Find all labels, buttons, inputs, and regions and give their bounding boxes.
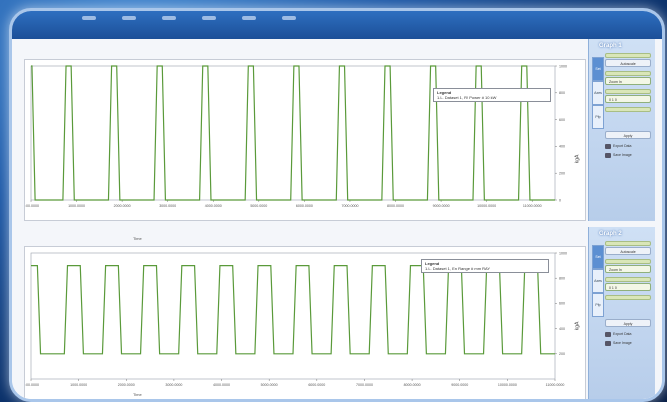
- legend-title: Legend: [425, 261, 440, 266]
- tab-axes[interactable]: Axes: [592, 81, 604, 105]
- x-tick-label: 10000.0000: [498, 383, 517, 387]
- x-tick-label: 2000.0000: [118, 383, 135, 387]
- series-line: [31, 265, 555, 355]
- y-tick-label: 400: [559, 145, 565, 149]
- apply-button[interactable]: Apply: [605, 131, 651, 139]
- series-line: [31, 65, 555, 201]
- range-input[interactable]: 0 1 0: [605, 283, 651, 291]
- disk-icon: [605, 143, 611, 149]
- control-header: [605, 259, 651, 264]
- export-data-button[interactable]: Export Data: [605, 331, 651, 338]
- x-tick-label: 0:00.0000: [25, 204, 39, 208]
- x-tick-label: 10000.0000: [477, 204, 496, 208]
- y-axis-label: kgA: [574, 154, 581, 164]
- apply-button[interactable]: Apply: [605, 319, 651, 327]
- tab-pfp[interactable]: Pfp: [592, 105, 604, 129]
- x-tick-label: 4000.0000: [205, 204, 222, 208]
- zoom-select[interactable]: Zoom In: [605, 77, 651, 85]
- tab-set[interactable]: Set: [592, 245, 604, 269]
- export-data-button[interactable]: Export Data: [605, 143, 651, 150]
- toolbar-indicator[interactable]: [282, 16, 296, 20]
- x-tick-label: 4000.0000: [213, 383, 230, 387]
- autoscale-button[interactable]: Autoscale: [605, 59, 651, 67]
- x-tick-label: 1000.0000: [70, 383, 87, 387]
- tab-set[interactable]: Set: [592, 57, 604, 81]
- tab-pfp[interactable]: Pfp: [592, 293, 604, 317]
- control-header: [605, 241, 651, 246]
- y-tick-label: 200: [559, 172, 565, 176]
- graph-1-legend[interactable]: Legend 1.L. Dataset 1, R! Power # 10 kW: [433, 88, 551, 102]
- save-label: Save Image: [613, 153, 632, 157]
- x-tick-label: 8000.0000: [387, 204, 404, 208]
- graph-2-title: Graph 2: [599, 231, 622, 237]
- x-axis-label: Time: [133, 236, 142, 241]
- graph-1-sidepanel: Graph 1 Set Axes Pfp Autoscale Zoom In 0…: [588, 39, 655, 221]
- graph-2-svg: 0:00.0000 1000.0000 2000.0000 3000.0000 4000…: [25, 251, 567, 387]
- y-axis-label: kgA: [574, 321, 581, 331]
- image-icon: [605, 340, 611, 346]
- tab-axes[interactable]: Axes: [592, 269, 604, 293]
- control-header: [605, 89, 651, 94]
- toolbar-indicator[interactable]: [242, 16, 256, 20]
- x-tick-label: 11000.0000: [523, 204, 542, 208]
- control-header: [605, 53, 651, 58]
- x-tick-label: 0:00.0000: [25, 383, 39, 387]
- control-header: [605, 295, 651, 300]
- x-tick-label: 9000.0000: [451, 383, 468, 387]
- graph-2-legend[interactable]: Legend 1.L. Dataset 1, En Range # mm RAY: [421, 259, 549, 273]
- x-tick-label: 3000.0000: [159, 204, 176, 208]
- range-input[interactable]: 0 1 0: [605, 95, 651, 103]
- toolbar-indicator[interactable]: [162, 16, 176, 20]
- graph-1-title: Graph 1: [599, 43, 622, 49]
- zoom-select[interactable]: Zoom In: [605, 265, 651, 273]
- toolbar-indicator[interactable]: [122, 16, 136, 20]
- save-image-button[interactable]: Save Image: [605, 340, 651, 347]
- export-label: Export Data: [613, 332, 632, 336]
- x-tick-label: 9000.0000: [433, 204, 450, 208]
- y-tick-label: 200: [559, 352, 565, 356]
- y-tick-label: 600: [559, 118, 565, 122]
- legend-title: Legend: [437, 90, 452, 95]
- disk-icon: [605, 331, 611, 337]
- x-tick-label: 5000.0000: [250, 204, 267, 208]
- x-axis-label: Time: [133, 392, 142, 397]
- x-tick-label: 3000.0000: [165, 383, 182, 387]
- save-label: Save Image: [613, 341, 632, 345]
- legend-entry: 1.L. Dataset 1, En Range # mm RAY: [425, 266, 491, 271]
- toolbar-indicator[interactable]: [82, 16, 96, 20]
- graph-1-plot[interactable]: 0:00.00001000.00002000.00003000.00004000…: [24, 59, 586, 241]
- export-label: Export Data: [613, 144, 632, 148]
- title-bar: [12, 11, 662, 39]
- y-tick-label: 1000: [559, 64, 567, 68]
- control-header: [605, 277, 651, 282]
- x-tick-label: 2000.0000: [114, 204, 131, 208]
- y-tick-label: 800: [559, 91, 565, 95]
- x-tick-label: 6000.0000: [296, 204, 313, 208]
- x-tick-label: 8000.0000: [404, 383, 421, 387]
- y-tick-label: 600: [559, 302, 565, 306]
- autoscale-button[interactable]: Autoscale: [605, 247, 651, 255]
- toolbar-indicator[interactable]: [202, 16, 216, 20]
- control-header: [605, 71, 651, 76]
- x-tick-label: 7000.0000: [356, 383, 373, 387]
- image-icon: [605, 152, 611, 158]
- x-tick-label: 7000.0000: [341, 204, 358, 208]
- x-tick-label: 6000.0000: [308, 383, 325, 387]
- x-tick-label: 11000.0000: [546, 383, 565, 387]
- y-tick-label: 1000: [559, 251, 567, 255]
- y-tick-label: 400: [559, 327, 565, 331]
- control-header: [605, 107, 651, 112]
- main-content: 0:00.00001000.00002000.00003000.00004000…: [12, 39, 662, 399]
- x-tick-label: 1000.0000: [68, 204, 85, 208]
- legend-entry: 1.L. Dataset 1, R! Power # 10 kW: [437, 95, 497, 100]
- graph-2-sidepanel: Graph 2 Set Axes Pfp Autoscale Zoom In 0…: [588, 227, 655, 399]
- save-image-button[interactable]: Save Image: [605, 152, 651, 159]
- graph-1-svg: 0:00.00001000.00002000.00003000.00004000…: [25, 64, 567, 208]
- y-tick-label: 0: [559, 198, 561, 202]
- x-tick-label: 5000.0000: [261, 383, 278, 387]
- graph-2-plot[interactable]: 0:00.0000 1000.0000 2000.0000 3000.0000 4000…: [24, 246, 586, 399]
- app-window: 0:00.00001000.00002000.00003000.00004000…: [9, 8, 665, 402]
- y-tick-label: 800: [559, 277, 565, 281]
